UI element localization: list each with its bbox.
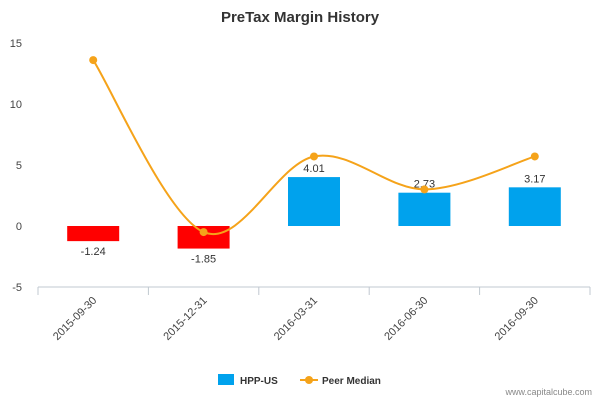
bar-hpp [288, 177, 340, 226]
bar-data-label: -1.24 [81, 246, 106, 258]
bar-data-label: 4.01 [303, 163, 324, 175]
bar-data-label: -1.85 [191, 254, 216, 266]
watermark: www.capitalcube.com [504, 387, 592, 397]
x-tick-label: 2016-03-31 [272, 295, 320, 343]
peer-median-point [310, 152, 318, 161]
y-tick-label: 10 [10, 99, 22, 111]
bar-series [67, 177, 561, 249]
x-axis: 2015-09-30 2015-12-31 2016-03-31 2016-06-30… [37, 286, 591, 343]
y-tick-label: 0 [16, 221, 22, 233]
legend-swatch-hpp [218, 374, 234, 385]
peer-median-point [530, 152, 539, 161]
y-tick-label: 5 [16, 160, 22, 172]
legend: HPP-US Peer Median [218, 374, 381, 387]
bar-data-label: 3.17 [524, 173, 545, 185]
bar-hpp [177, 226, 230, 249]
legend-label-hpp: HPP-US [240, 376, 278, 387]
chart-title: PreTax Margin History [221, 9, 380, 26]
x-tick-label: 2015-12-31 [161, 295, 209, 343]
legend-swatch-peer-marker [305, 376, 313, 384]
bar-hpp [508, 187, 561, 226]
y-tick-label: -5 [12, 282, 22, 294]
peer-median-point [199, 228, 208, 237]
legend-label-peer: Peer Median [322, 376, 381, 387]
peer-median-line [92, 59, 536, 236]
bar-data-label: 2.73 [414, 179, 435, 191]
y-axis: 15 10 5 0 -5 [10, 38, 22, 294]
bar-hpp [67, 226, 120, 242]
x-tick-label: 2016-06-30 [382, 295, 430, 343]
y-tick-label: 15 [10, 38, 22, 50]
bar-hpp [398, 192, 451, 226]
data-labels: -1.24 -1.85 4.01 2.73 3.17 [81, 163, 546, 265]
peer-median-series [89, 56, 539, 237]
peer-median-point [89, 56, 98, 65]
x-tick-label: 2015-09-30 [51, 295, 99, 343]
x-tick-label: 2016-09-30 [493, 295, 541, 343]
peer-median-point [420, 185, 429, 194]
